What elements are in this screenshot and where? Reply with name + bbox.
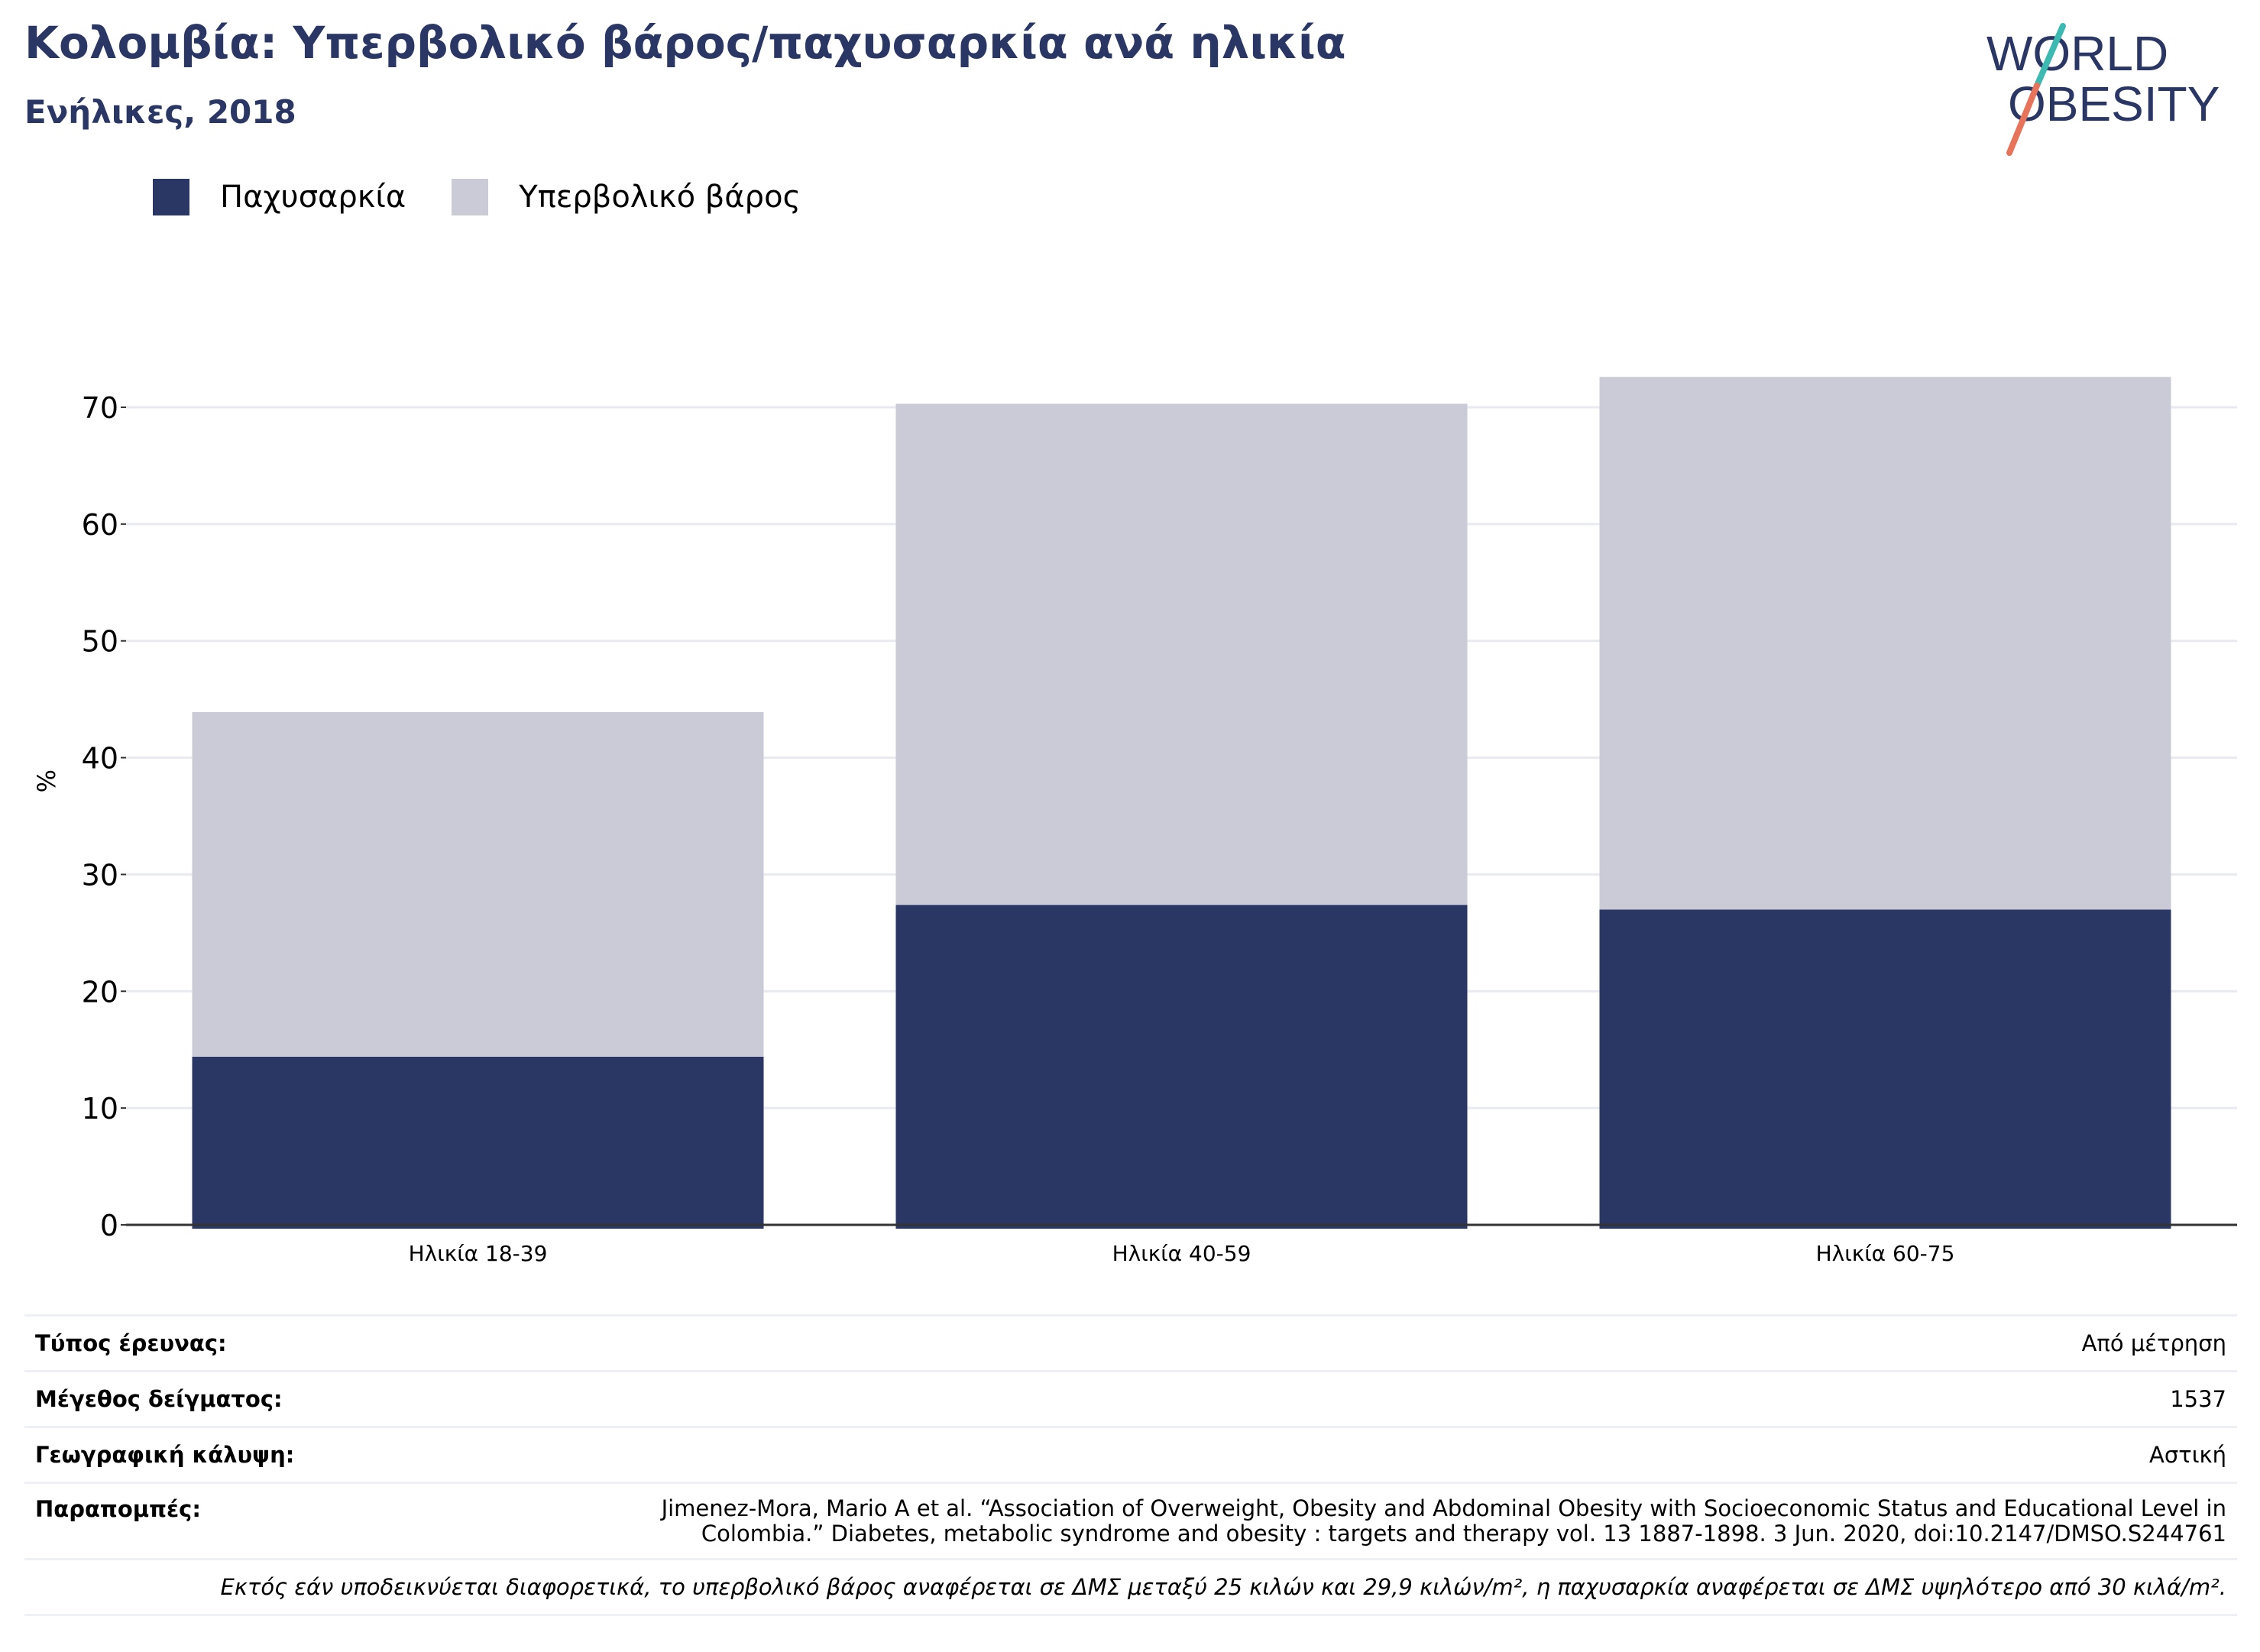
x-tick-label-2: Ηλικία 40-59 [1112, 1241, 1251, 1266]
references-label: Παραπομπές: [35, 1496, 201, 1522]
y-tick-label-60: 60 [82, 508, 118, 542]
survey-info-table: Τύπος έρευνας: Από μέτρηση Μέγεθος δείγμ… [24, 1314, 2237, 1616]
y-tick-label-70: 70 [82, 391, 118, 425]
legend-swatch-overweight [452, 179, 489, 215]
legend-item-overweight[interactable]: Υπερβολικό βάρος [452, 179, 801, 215]
legend-item-obesity[interactable]: Παχυσαρκία [153, 179, 406, 215]
definition-note-row: Εκτός εάν υποδεικνύεται διαφορετικά, το … [24, 1558, 2237, 1616]
definition-note: Εκτός εάν υποδεικνύεται διαφορετικά, το … [220, 1574, 2227, 1600]
sample-size-row: Μέγεθος δείγματος: 1537 [24, 1370, 2237, 1426]
sample-size-label: Μέγεθος δείγματος: [35, 1386, 283, 1412]
stacked-bar-chart: 0 10 20 30 40 50 60 70% Ηλικία 18-39 Ηλικία 40-59… [32, 377, 2237, 1266]
chart-legend: Παχυσαρκία Υπερβολικό βάρος [153, 174, 847, 220]
bar-obesity-3 [1599, 909, 2171, 1229]
y-tick-label-0: 0 [100, 1209, 118, 1242]
bar-overweight-3 [1599, 377, 2171, 910]
bar-overweight-2 [895, 403, 1468, 905]
references-row: Παραπομπές: Jimenez-Mora, Mario A et al.… [24, 1482, 2237, 1558]
logo-line2: OBESITY [2008, 76, 2220, 131]
coverage-value: Αστική [2149, 1442, 2226, 1468]
x-tick-label-1: Ηλικία 18-39 [409, 1241, 548, 1266]
world-obesity-logo: WORLD OBESITY [1986, 23, 2220, 156]
y-tick-label-50: 50 [82, 625, 118, 659]
logo-line1: WORLD [1986, 26, 2168, 81]
sample-size-value: 1537 [2170, 1386, 2226, 1412]
bar-obesity-1 [192, 1056, 764, 1229]
x-tick-label-3: Ηλικία 60-75 [1816, 1241, 1955, 1266]
legend-swatch-obesity [153, 179, 189, 215]
survey-type-label: Τύπος έρευνας: [35, 1330, 227, 1356]
y-tick-label-30: 30 [82, 858, 118, 892]
references-value: Jimenez-Mora, Mario A et al. “Associatio… [661, 1495, 2226, 1547]
survey-type-row: Τύπος έρευνας: Από μέτρηση [24, 1314, 2237, 1370]
chart-title: Κολομβία: Υπερβολικό βάρος/παχυσαρκία αν… [24, 17, 1346, 69]
y-tick-label-20: 20 [82, 975, 118, 1009]
legend-label-obesity: Παχυσαρκία [220, 180, 406, 215]
y-axis-label: % [32, 769, 61, 792]
chart-subtitle: Ενήλικες, 2018 [24, 93, 296, 131]
coverage-label: Γεωγραφική κάλυψη: [35, 1442, 295, 1468]
coverage-row: Γεωγραφική κάλυψη: Αστική [24, 1426, 2237, 1482]
survey-type-value: Από μέτρηση [2081, 1330, 2226, 1356]
bar-obesity-2 [895, 905, 1468, 1229]
y-tick-label-10: 10 [82, 1092, 118, 1126]
legend-label-overweight: Υπερβολικό βάρος [519, 180, 801, 215]
bar-overweight-1 [192, 711, 764, 1057]
y-tick-label-40: 40 [82, 742, 118, 776]
